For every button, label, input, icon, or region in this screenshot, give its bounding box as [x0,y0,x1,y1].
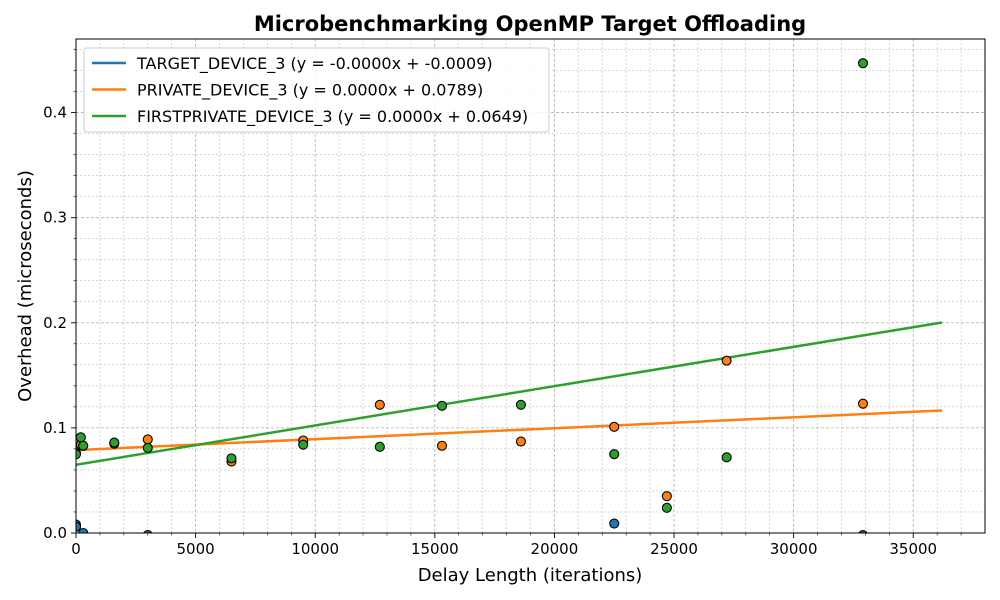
legend-box [83,47,550,133]
data-point [661,502,672,513]
data-point [721,452,732,463]
y-tick-label: 0.3 [43,209,67,227]
grid [75,39,985,534]
y-tick-label: 0.1 [43,419,67,437]
y-tick-label: 0.0 [43,524,67,542]
x-tick-label: 25000 [650,540,698,558]
data-point [142,442,153,453]
data-point [76,432,86,443]
data-point [143,530,153,533]
legend-label: PRIVATE_DEVICE_3 (y = 0.0000x + 0.0789) [137,81,483,101]
x-tick-label: 15000 [411,540,459,558]
data-point [374,441,385,452]
x-tick-label: 5000 [177,540,215,558]
axis-ticks: 0 5000 10000 15000 20000 25000 30000 35000 0.0 0.… [43,49,962,558]
data-point [76,449,82,460]
data-point [374,399,385,410]
data-point [78,527,89,533]
data-point [858,530,868,533]
data-point [857,58,869,69]
data-point [609,421,620,432]
chart-title: Microbenchmarking OpenMP Target Offloadi… [254,12,806,36]
data-point [857,398,869,409]
data-point [109,437,120,448]
data-point [436,440,448,451]
legend-label: TARGET_DEVICE_3 (y = -0.0000x + -0.0009) [136,54,493,74]
data-point [515,436,526,447]
data-point [78,440,89,451]
data-point [661,491,672,502]
y-axis-label: Overhead (microseconds) [15,170,36,402]
fit-line [76,409,942,452]
x-tick-label: 30000 [770,540,818,558]
data-point [609,449,620,460]
data-point [226,453,237,464]
y-tick-label: 0.2 [43,314,67,332]
legend-label: FIRSTPRIVATE_DEVICE_3 (y = 0.0000x + 0.0… [137,107,528,127]
data-point [609,518,620,529]
fit-lines [76,321,943,533]
data-point [436,400,448,411]
x-axis-label: Delay Length (iterations) [418,565,643,586]
data-point [515,399,526,410]
fit-line [76,532,422,533]
x-tick-label: 20000 [531,540,579,558]
data-point [142,434,153,445]
fit-line [76,321,943,467]
data-point [76,521,82,532]
legend: TARGET_DEVICE_3 (y = -0.0000x + -0.0009)… [83,47,550,133]
data-points [76,58,869,533]
data-point [298,439,309,450]
data-point [721,355,732,366]
y-tick-label: 0.4 [43,104,67,122]
x-tick-label: 35000 [889,540,937,558]
x-tick-label: 0 [71,540,81,558]
x-tick-label: 10000 [291,540,339,558]
